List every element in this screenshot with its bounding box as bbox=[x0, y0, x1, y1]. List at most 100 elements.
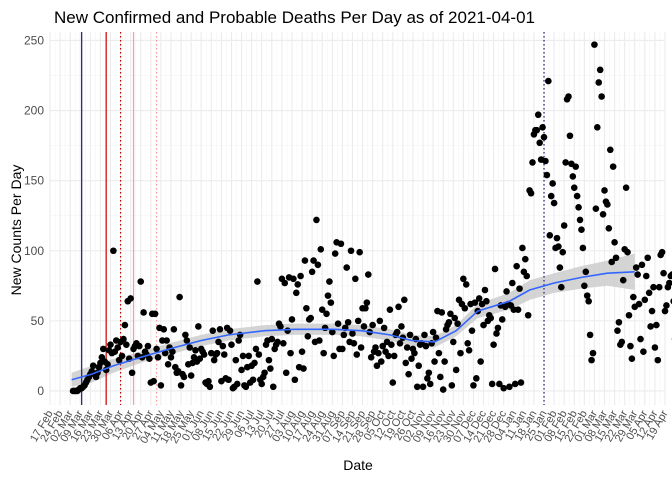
data-point bbox=[596, 66, 604, 74]
data-point bbox=[393, 328, 401, 336]
data-point bbox=[331, 250, 339, 257]
data-point bbox=[511, 380, 519, 388]
data-point bbox=[385, 352, 392, 360]
data-point bbox=[170, 325, 178, 333]
points-layer bbox=[69, 41, 672, 395]
data-point bbox=[375, 349, 382, 357]
data-point bbox=[425, 369, 433, 377]
data-point bbox=[310, 257, 317, 264]
data-point bbox=[415, 362, 423, 370]
data-point bbox=[432, 334, 440, 341]
data-point bbox=[339, 345, 346, 353]
data-point bbox=[441, 358, 448, 365]
data-point bbox=[405, 370, 412, 378]
data-point bbox=[196, 355, 204, 363]
data-point bbox=[349, 330, 356, 337]
y-tick-label: 0 bbox=[37, 384, 44, 398]
data-point bbox=[377, 358, 385, 365]
data-point bbox=[487, 314, 495, 322]
data-point bbox=[553, 234, 561, 242]
data-point bbox=[300, 365, 307, 372]
data-point bbox=[586, 331, 594, 339]
data-point bbox=[647, 323, 654, 330]
data-point bbox=[546, 232, 554, 239]
data-point bbox=[449, 338, 457, 346]
data-point bbox=[318, 306, 326, 313]
data-point bbox=[163, 337, 170, 344]
data-point bbox=[177, 382, 185, 389]
data-point bbox=[110, 247, 117, 255]
data-point bbox=[534, 111, 542, 119]
data-point bbox=[195, 323, 202, 330]
data-point bbox=[303, 304, 310, 312]
data-point bbox=[252, 345, 260, 353]
data-point bbox=[160, 325, 168, 333]
data-point bbox=[389, 379, 397, 386]
data-point bbox=[527, 189, 535, 197]
data-point bbox=[294, 281, 302, 288]
data-point bbox=[192, 347, 199, 354]
y-axis-title: New Counts Per Day bbox=[8, 165, 24, 296]
data-point bbox=[594, 124, 601, 131]
data-point bbox=[324, 292, 332, 299]
data-point bbox=[372, 344, 379, 351]
data-point bbox=[579, 244, 587, 252]
data-point bbox=[99, 345, 107, 353]
data-point bbox=[164, 361, 172, 368]
data-point bbox=[225, 376, 232, 384]
data-point bbox=[642, 272, 650, 280]
data-point bbox=[533, 126, 541, 134]
data-point bbox=[411, 349, 418, 357]
data-point bbox=[609, 163, 617, 170]
data-point bbox=[471, 299, 479, 306]
data-point bbox=[619, 276, 627, 284]
data-point bbox=[233, 380, 241, 388]
data-point bbox=[606, 146, 614, 154]
data-point bbox=[582, 268, 590, 276]
data-point bbox=[465, 347, 473, 354]
data-point bbox=[413, 383, 421, 391]
data-point bbox=[337, 240, 345, 248]
data-point bbox=[120, 335, 127, 343]
data-point bbox=[150, 377, 158, 385]
data-point bbox=[269, 383, 277, 391]
data-point bbox=[601, 187, 608, 194]
data-point bbox=[666, 279, 672, 287]
data-point bbox=[565, 93, 572, 100]
data-point bbox=[274, 338, 281, 346]
data-point bbox=[650, 283, 657, 291]
data-point bbox=[557, 283, 565, 291]
data-point bbox=[578, 226, 585, 234]
data-point bbox=[277, 323, 284, 330]
data-point bbox=[205, 377, 212, 385]
data-point bbox=[513, 262, 520, 270]
data-point bbox=[239, 352, 247, 360]
data-point bbox=[490, 341, 497, 349]
data-point bbox=[429, 328, 437, 336]
data-point bbox=[648, 307, 656, 315]
data-point bbox=[362, 304, 369, 312]
data-point bbox=[267, 365, 274, 372]
data-point bbox=[550, 199, 558, 207]
data-point bbox=[280, 340, 287, 347]
data-point bbox=[314, 261, 322, 269]
y-tick-label: 150 bbox=[24, 174, 44, 188]
data-point bbox=[437, 373, 444, 381]
data-point bbox=[628, 355, 636, 363]
data-point bbox=[555, 243, 562, 250]
y-tick-label: 100 bbox=[24, 244, 44, 258]
data-point bbox=[576, 216, 584, 224]
data-point bbox=[581, 282, 588, 290]
data-point bbox=[353, 351, 361, 358]
data-point bbox=[638, 261, 646, 269]
data-point bbox=[320, 349, 327, 357]
data-point bbox=[503, 288, 510, 295]
data-point bbox=[369, 321, 376, 329]
data-point bbox=[559, 248, 567, 256]
data-point bbox=[622, 184, 630, 191]
data-point bbox=[439, 386, 447, 393]
data-point bbox=[431, 358, 438, 365]
data-point bbox=[634, 271, 641, 278]
data-point bbox=[183, 337, 191, 344]
data-point bbox=[121, 321, 129, 329]
